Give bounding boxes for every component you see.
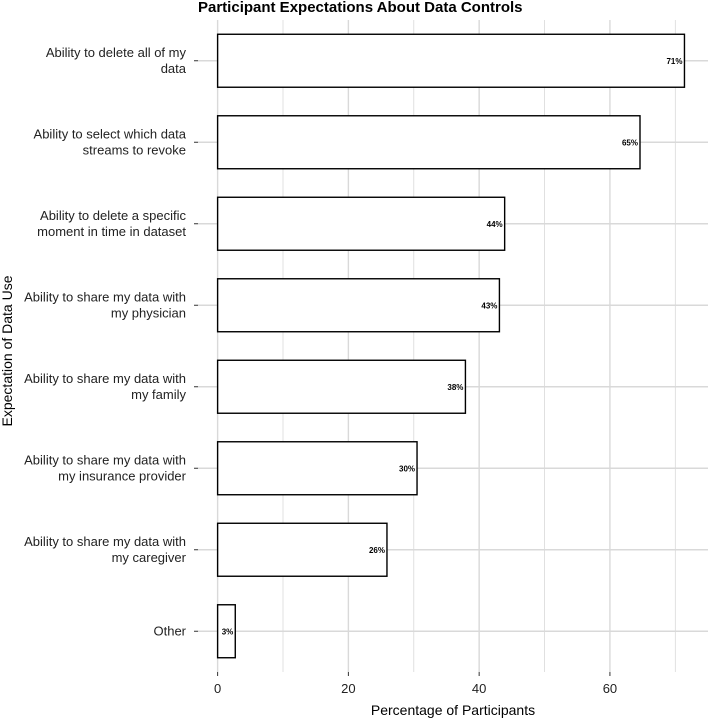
bar — [216, 115, 641, 170]
category-label: my physician — [111, 305, 186, 320]
bar — [216, 278, 501, 333]
bar-value-label: 44% — [487, 220, 503, 229]
bar — [216, 522, 388, 577]
x-tick-labels: 0 20 40 60 — [214, 672, 617, 696]
x-tick-label: 60 — [603, 681, 617, 696]
x-tick-label: 40 — [472, 681, 486, 696]
x-tick-label: 20 — [341, 681, 355, 696]
category-label: my insurance provider — [58, 468, 187, 483]
category-label: streams to revoke — [83, 142, 186, 157]
bar — [216, 359, 467, 414]
bar — [216, 196, 506, 251]
bar-value-label: 38% — [447, 383, 463, 392]
chart-title: Participant Expectations About Data Cont… — [198, 0, 523, 16]
category-label: Other — [153, 623, 186, 638]
bar-value-label: 30% — [399, 464, 415, 473]
category-label: moment in time in dataset — [37, 224, 186, 239]
bar — [216, 441, 418, 496]
x-tick-label: 0 — [214, 681, 221, 696]
category-label: my caregiver — [112, 550, 187, 565]
bar-value-label: 71% — [666, 57, 682, 66]
category-label: Ability to share my data with — [24, 452, 186, 467]
category-label: Ability to share my data with — [24, 289, 186, 304]
bar-value-label: 43% — [481, 301, 497, 310]
category-label: Ability to delete a specific — [40, 208, 186, 223]
bar-value-label: 26% — [369, 546, 385, 555]
category-label: Ability to select which data — [34, 126, 187, 141]
category-label: my family — [131, 387, 186, 402]
x-axis-title: Percentage of Participants — [371, 702, 535, 718]
category-label: Ability to share my data with — [24, 371, 186, 386]
bar — [216, 604, 236, 659]
category-label: Ability to delete all of my — [46, 45, 187, 60]
bar-value-label: 65% — [622, 138, 638, 147]
bar-value-label: 3% — [222, 627, 234, 636]
category-label: Ability to share my data with — [24, 534, 186, 549]
y-axis-title: Expectation of Data Use — [0, 275, 15, 426]
bars: 71% 65% 44% 43% 38% 30% 26% 3% — [216, 33, 686, 659]
bar — [216, 33, 686, 88]
category-label: data — [161, 61, 187, 76]
